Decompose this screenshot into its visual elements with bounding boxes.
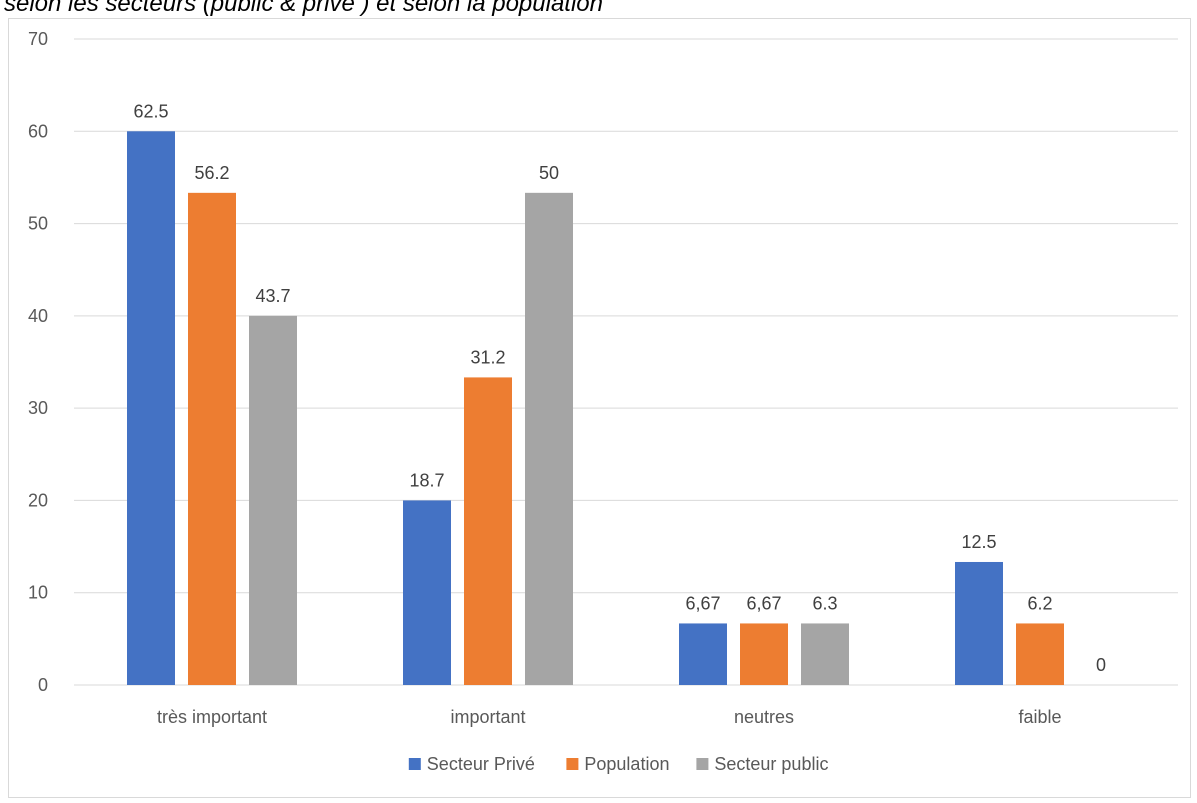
chart-frame: [8, 18, 1191, 798]
y-axis-ticks: 0 10 20 30 40 50 60 70: [28, 29, 48, 695]
legend-label: Secteur public: [714, 754, 828, 774]
legend-swatch: [696, 758, 709, 770]
y-tick-label: 0: [38, 675, 48, 695]
bar: [188, 192, 236, 686]
y-tick-label: 60: [28, 121, 48, 141]
bar: [801, 623, 849, 685]
legend-swatch: [566, 758, 579, 770]
data-label: 18.7: [409, 470, 444, 490]
chart-title: selon les secteurs (public & privé ) et …: [4, 0, 603, 17]
y-tick-label: 50: [28, 214, 48, 234]
data-label: 12.5: [961, 532, 996, 552]
data-label: 43.7: [255, 286, 290, 306]
data-label: 6,67: [685, 593, 720, 613]
gridlines: [74, 38, 1178, 686]
y-tick-label: 20: [28, 490, 48, 510]
x-axis-labels: très important important neutres faible: [157, 707, 1062, 727]
x-tick-label: faible: [1018, 707, 1061, 727]
y-tick-label: 30: [28, 398, 48, 418]
x-tick-label: neutres: [734, 707, 794, 727]
legend-label: Secteur Privé: [427, 754, 535, 774]
data-label: 6.2: [1027, 593, 1052, 613]
data-label: 0: [1096, 655, 1106, 675]
bar: [464, 377, 512, 685]
data-labels: 62.5 56.2 43.7 18.7 31.2 50 6,67 6,67 6.3 12.5 6.2…: [133, 101, 1106, 675]
y-tick-label: 40: [28, 306, 48, 326]
data-label: 31.2: [470, 347, 505, 367]
y-tick-label: 70: [28, 29, 48, 49]
bar: [679, 623, 727, 685]
y-tick-label: 10: [28, 583, 48, 603]
x-tick-label: très important: [157, 707, 267, 727]
data-label: 62.5: [133, 101, 168, 121]
bars: [127, 131, 1064, 686]
data-label: 6,67: [746, 593, 781, 613]
x-tick-label: important: [450, 707, 525, 727]
legend-label: Population: [584, 754, 669, 774]
bar: [955, 561, 1003, 685]
bar: [403, 500, 451, 685]
bar: [249, 315, 297, 685]
data-label: 6.3: [812, 593, 837, 613]
legend-swatch: [408, 758, 421, 770]
data-label: 56.2: [194, 163, 229, 183]
bar: [525, 192, 573, 686]
data-label: 50: [539, 163, 559, 183]
bar: [127, 131, 175, 686]
legend: Secteur Privé Population Secteur public: [408, 754, 828, 774]
bar: [740, 623, 788, 685]
bar: [1016, 623, 1064, 685]
